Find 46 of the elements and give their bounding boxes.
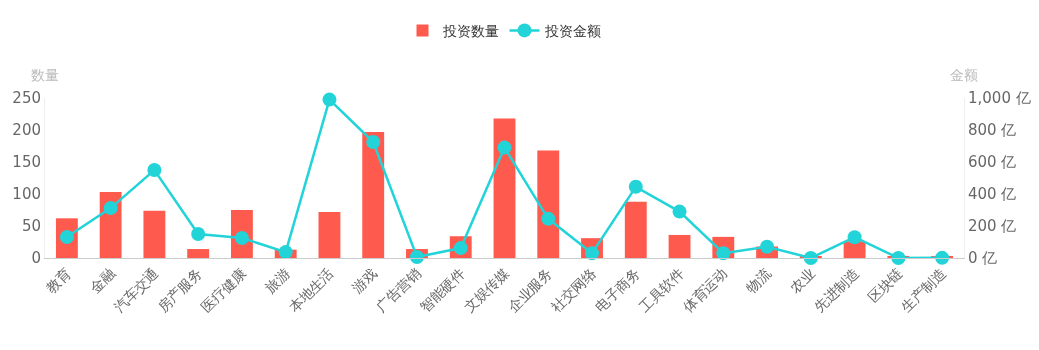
- y-tick-label: 0: [31, 249, 41, 268]
- point: [847, 230, 862, 245]
- y-axis-title: 数量: [31, 67, 59, 83]
- point: [147, 163, 162, 177]
- point: [103, 201, 118, 216]
- y2-tick-label: 200 亿: [968, 217, 1017, 236]
- point: [628, 179, 643, 194]
- legend-label: 投资数量: [441, 22, 499, 39]
- y2-tick-label: 1,000 亿: [968, 89, 1031, 108]
- point: [541, 211, 556, 226]
- point: [891, 251, 906, 265]
- x-tick-label: 游戏: [349, 264, 381, 296]
- y-tick-label: 100: [12, 185, 41, 204]
- bar: [143, 210, 166, 258]
- y2-tick-label: 600 亿: [968, 153, 1017, 172]
- y2-tick-label: 0 亿: [968, 249, 998, 268]
- x-tick-label: 物流: [743, 264, 775, 296]
- point: [191, 227, 206, 241]
- legend-label: 投资金额: [543, 22, 601, 39]
- point: [409, 250, 424, 265]
- point: [803, 251, 818, 265]
- y2-axis-title: 金额: [950, 67, 978, 83]
- point: [322, 92, 337, 107]
- bar: [362, 131, 385, 258]
- y2-tick-label: 400 亿: [968, 185, 1017, 204]
- point: [366, 135, 381, 149]
- x-tick-label: 农业: [786, 264, 818, 296]
- point: [760, 239, 775, 254]
- y2-tick-label: 800 亿: [968, 121, 1017, 140]
- y-tick-label: 150: [12, 153, 41, 172]
- bar: [318, 211, 341, 258]
- point: [497, 140, 512, 155]
- bar: [493, 118, 516, 258]
- bar: [668, 234, 691, 258]
- y-tick-label: 50: [21, 217, 41, 236]
- y-tick-label: 250: [12, 89, 41, 108]
- point: [935, 250, 950, 265]
- point: [278, 245, 293, 260]
- x-tick-label: 金融: [86, 264, 118, 296]
- x-tick-label: 旅游: [261, 264, 293, 296]
- bar: [624, 201, 647, 258]
- bar: [187, 249, 210, 258]
- x-tick-label: 教育: [42, 264, 74, 296]
- point: [672, 204, 687, 219]
- bar: [537, 150, 560, 258]
- y-tick-label: 200: [12, 121, 41, 140]
